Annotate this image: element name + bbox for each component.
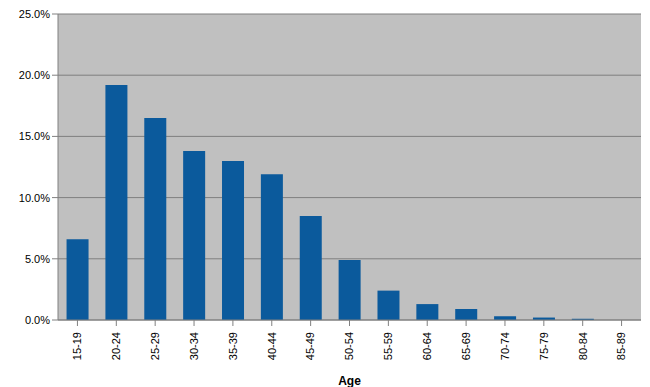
- svg-text:40-44: 40-44: [266, 332, 278, 360]
- svg-text:75-79: 75-79: [538, 332, 550, 360]
- svg-text:50-54: 50-54: [343, 332, 355, 360]
- svg-text:25-29: 25-29: [149, 332, 161, 360]
- svg-text:20.0%: 20.0%: [19, 69, 50, 81]
- svg-text:10.0%: 10.0%: [19, 192, 50, 204]
- svg-text:20-24: 20-24: [110, 332, 122, 360]
- svg-text:80-84: 80-84: [577, 332, 589, 360]
- svg-text:60-64: 60-64: [421, 332, 433, 360]
- svg-text:15.0%: 15.0%: [19, 130, 50, 142]
- svg-text:15-19: 15-19: [71, 332, 83, 360]
- svg-text:70-74: 70-74: [499, 332, 511, 360]
- svg-text:5.0%: 5.0%: [25, 253, 50, 265]
- svg-text:30-34: 30-34: [188, 332, 200, 360]
- svg-text:25.0%: 25.0%: [19, 8, 50, 20]
- svg-text:45-49: 45-49: [304, 332, 316, 360]
- svg-text:65-69: 65-69: [460, 332, 472, 360]
- svg-text:35-39: 35-39: [227, 332, 239, 360]
- svg-text:85-89: 85-89: [615, 332, 627, 360]
- svg-text:55-59: 55-59: [382, 332, 394, 360]
- svg-text:0.0%: 0.0%: [25, 314, 50, 326]
- svg-text:Age: Age: [338, 374, 361, 387]
